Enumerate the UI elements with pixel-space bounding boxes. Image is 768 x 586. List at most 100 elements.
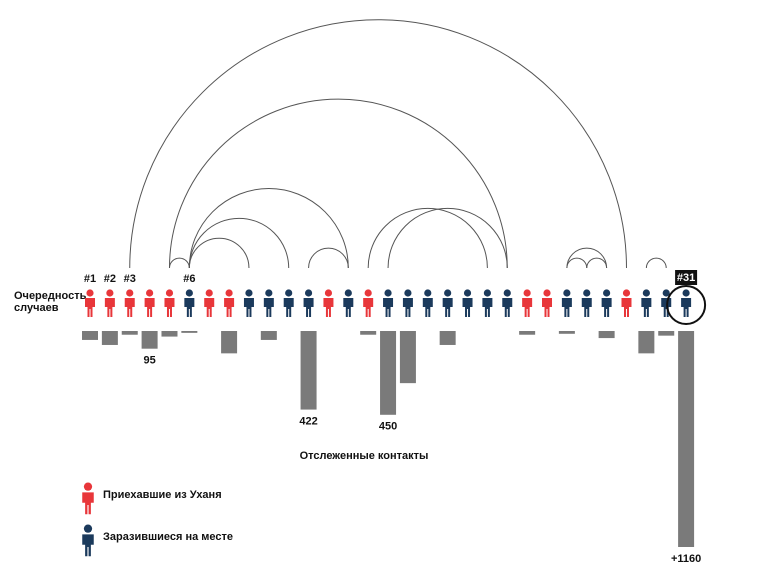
- row-label: Очередность случаев: [14, 290, 87, 314]
- person-icon: [383, 289, 394, 317]
- contact-bar: [439, 331, 456, 345]
- icon-head: [304, 289, 313, 297]
- contact-bar: [678, 331, 695, 547]
- icon-body: [581, 298, 592, 317]
- person-icon: [621, 289, 632, 317]
- icon-head: [205, 289, 213, 297]
- icon-head: [622, 289, 631, 297]
- person-icon: [243, 289, 254, 317]
- link-arc: [566, 247, 608, 269]
- link-arc: [645, 257, 667, 269]
- person-icon: [124, 289, 135, 317]
- icon-body: [144, 298, 155, 317]
- icon-body: [422, 298, 433, 317]
- person-icon: [144, 289, 155, 317]
- link-arc: [168, 98, 508, 269]
- bars-label: Отслеженные контакты: [300, 450, 429, 462]
- icon-head: [146, 289, 154, 297]
- icon-head: [106, 289, 114, 297]
- person-icon: [482, 289, 493, 317]
- contact-bar: [598, 331, 615, 339]
- icon-head: [165, 289, 174, 297]
- person-icon: [581, 289, 592, 317]
- icon-body: [82, 492, 94, 515]
- highlight-ring: [666, 285, 707, 325]
- icon-head: [404, 289, 412, 297]
- legend-label: Заразившиеся на месте: [103, 531, 233, 543]
- link-arc: [586, 257, 608, 269]
- icon-head: [662, 289, 670, 297]
- icon-body: [561, 298, 572, 317]
- case-label: #3: [124, 273, 136, 285]
- person-icon: [681, 289, 692, 317]
- link-arc: [168, 257, 190, 269]
- person-icon: [323, 289, 334, 317]
- icon-head: [265, 289, 273, 297]
- icon-head: [185, 289, 193, 297]
- contact-bar: [82, 331, 98, 340]
- icon-body: [204, 298, 215, 317]
- contact-bar: [181, 331, 198, 333]
- icon-body: [184, 298, 195, 317]
- icon-head: [463, 289, 472, 297]
- person-icon: [283, 289, 294, 317]
- person-icon: [442, 289, 453, 317]
- person-icon: [601, 289, 612, 317]
- person-icon: [343, 289, 354, 317]
- icon-body: [323, 298, 334, 317]
- label-box: [675, 270, 698, 285]
- person-icon: [224, 289, 235, 317]
- case-label: #1: [84, 273, 96, 285]
- icon-body: [82, 534, 94, 557]
- case-label: #6: [183, 273, 195, 285]
- person-icon: [402, 289, 413, 317]
- link-arc: [387, 207, 508, 269]
- value-label: 450: [379, 421, 397, 433]
- link-arc: [566, 257, 588, 269]
- link-arc: [188, 217, 290, 269]
- icon-head: [83, 524, 93, 533]
- icon-head: [682, 289, 690, 297]
- icon-head: [83, 482, 93, 491]
- value-label: 422: [299, 415, 317, 427]
- contact-bar: [260, 331, 277, 340]
- person-icon: [641, 289, 652, 317]
- person-icon: [164, 289, 175, 317]
- icon-body: [263, 298, 274, 317]
- person-icon: [104, 289, 115, 317]
- icon-head: [344, 289, 352, 297]
- contact-bar: [360, 331, 377, 335]
- icon-body: [482, 298, 493, 317]
- contact-bar: [638, 331, 655, 354]
- value-label: +1160: [671, 553, 701, 565]
- icon-body: [124, 298, 135, 317]
- contact-bar: [399, 331, 416, 384]
- icon-body: [243, 298, 254, 317]
- icon-body: [224, 298, 235, 317]
- person-icon: [522, 289, 533, 317]
- link-arc: [308, 247, 349, 269]
- value-label: 95: [143, 355, 155, 367]
- icon-body: [104, 298, 115, 317]
- icon-head: [503, 289, 511, 297]
- icon-head: [444, 289, 452, 297]
- case-label: #2: [104, 273, 116, 285]
- icon-head: [245, 289, 253, 297]
- icon-head: [324, 289, 333, 297]
- icon-body: [462, 298, 473, 317]
- icon-body: [85, 298, 95, 317]
- contact-bar: [380, 331, 397, 415]
- icon-body: [442, 298, 453, 317]
- person-icon: [263, 289, 274, 317]
- contact-bar: [300, 331, 317, 410]
- contact-bar: [558, 331, 575, 334]
- contact-bar: [141, 331, 158, 349]
- link-arc: [367, 207, 488, 269]
- icon-body: [681, 298, 692, 317]
- icon-body: [502, 298, 513, 317]
- icon-head: [384, 289, 392, 297]
- icon-head: [563, 289, 571, 297]
- person-icon: [462, 289, 473, 317]
- icon-body: [641, 298, 652, 317]
